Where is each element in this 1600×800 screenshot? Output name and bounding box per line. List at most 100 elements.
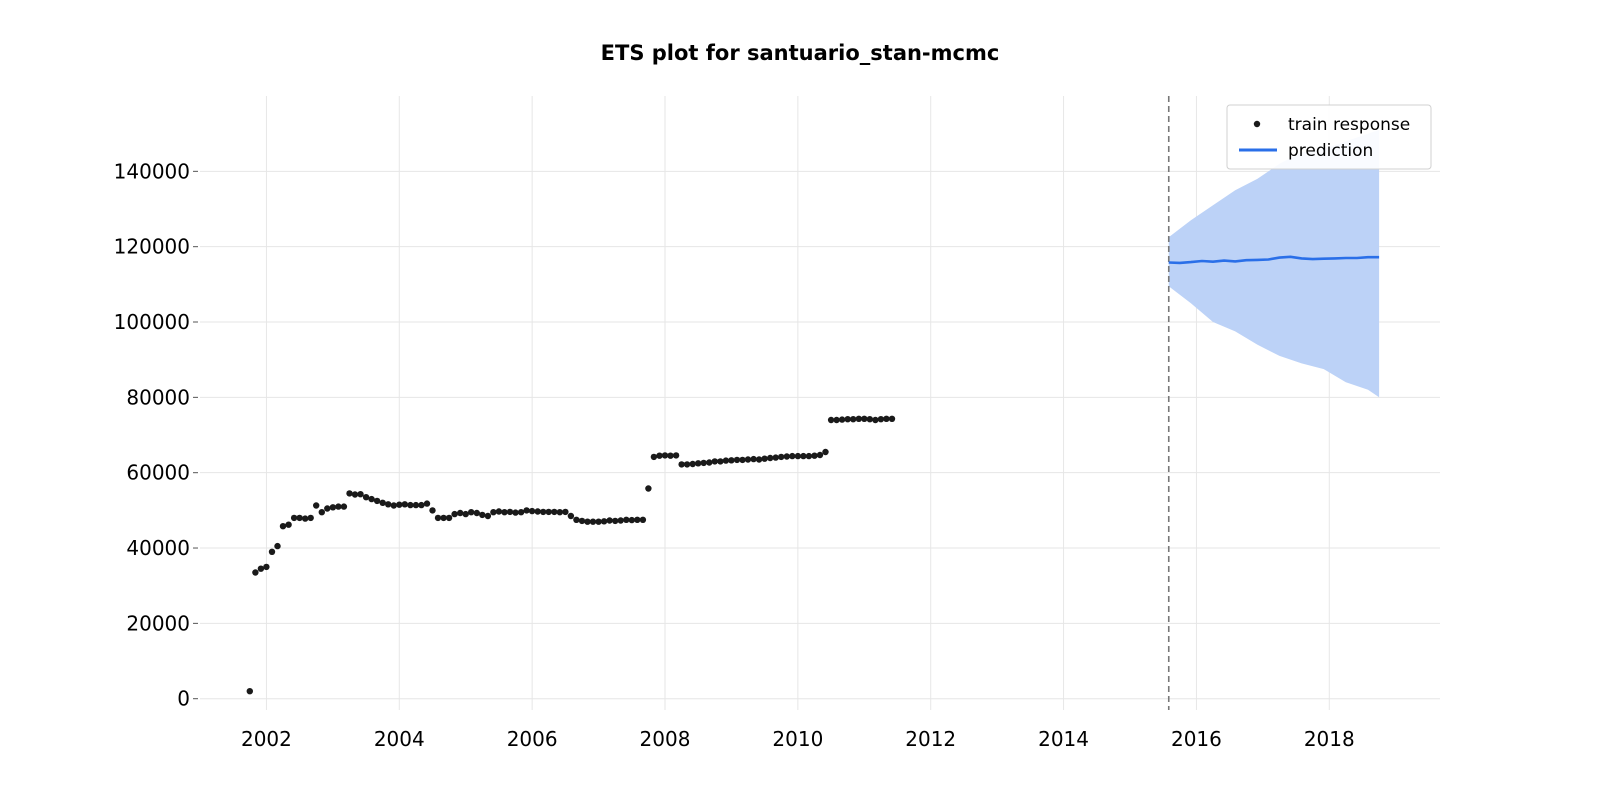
train-point xyxy=(584,518,591,525)
train-point xyxy=(279,523,287,530)
train-point xyxy=(612,517,619,525)
train-response-points xyxy=(246,415,896,695)
y-tick-label: 120000 xyxy=(114,235,190,259)
train-point xyxy=(617,517,624,524)
train-point xyxy=(407,501,414,509)
prediction-line-layer xyxy=(1168,255,1380,265)
train-point xyxy=(761,455,768,462)
train-point xyxy=(772,454,779,461)
train-point xyxy=(822,448,829,456)
train-point xyxy=(462,510,469,518)
train-point xyxy=(656,452,663,459)
train-point xyxy=(346,490,353,497)
train-point xyxy=(689,460,696,468)
train-point xyxy=(495,508,503,515)
train-point xyxy=(268,548,276,555)
train-point xyxy=(540,508,547,516)
train-point xyxy=(296,514,303,522)
train-point xyxy=(606,517,613,524)
train-point xyxy=(390,502,397,509)
train-point xyxy=(855,415,862,422)
train-point xyxy=(302,515,309,522)
train-point xyxy=(755,456,763,463)
train-point xyxy=(562,508,569,516)
train-point xyxy=(667,452,674,459)
legend: train response prediction xyxy=(1226,104,1432,170)
train-point xyxy=(711,458,718,465)
x-tick-label: 2006 xyxy=(507,727,558,751)
train-point xyxy=(362,494,370,501)
train-point xyxy=(285,521,292,528)
train-point xyxy=(800,452,807,460)
train-point xyxy=(252,569,259,576)
train-point xyxy=(600,518,608,525)
train-point xyxy=(783,453,790,460)
train-point xyxy=(434,514,442,522)
train-point xyxy=(683,461,691,468)
prediction-band-layer xyxy=(1168,129,1380,398)
train-point xyxy=(739,456,746,464)
train-point xyxy=(672,452,680,459)
y-tick-label: 140000 xyxy=(114,159,190,183)
train-point xyxy=(512,509,519,516)
train-point xyxy=(385,501,392,508)
legend-train-marker xyxy=(1253,120,1261,128)
train-point xyxy=(257,565,265,572)
train-point xyxy=(567,512,575,520)
axes: 2002 2004 2006 2008 2010 2012 2014 2016 2018 0 200… xyxy=(114,96,1355,751)
train-point xyxy=(866,416,873,423)
train-point xyxy=(794,452,802,460)
train-point xyxy=(623,516,630,523)
train-point xyxy=(324,505,331,512)
train-point xyxy=(313,502,320,509)
train-point xyxy=(473,509,480,517)
train-point xyxy=(274,542,281,550)
train-point xyxy=(750,455,757,463)
train-point xyxy=(396,501,403,508)
y-tick-label: 100000 xyxy=(114,310,190,334)
grid-lines xyxy=(200,96,1440,710)
x-tick-label: 2008 xyxy=(640,727,691,751)
train-point xyxy=(850,416,857,423)
train-point xyxy=(335,503,342,510)
train-point xyxy=(706,459,713,466)
train-point xyxy=(373,497,381,505)
train-point xyxy=(412,501,420,509)
y-tick-label: 80000 xyxy=(126,385,190,409)
train-point xyxy=(816,451,824,459)
train-point xyxy=(661,452,669,459)
y-tick-label: 60000 xyxy=(126,461,190,485)
prediction-line xyxy=(1168,255,1380,265)
x-tick-label: 2002 xyxy=(241,727,292,751)
train-point xyxy=(490,509,497,516)
train-point xyxy=(263,563,270,571)
train-point xyxy=(451,510,458,518)
train-point xyxy=(423,500,431,507)
y-tick-label: 0 xyxy=(177,687,190,711)
train-point xyxy=(805,452,813,460)
train-point xyxy=(440,514,447,522)
train-point xyxy=(844,416,851,423)
train-point xyxy=(767,454,774,462)
train-point xyxy=(728,457,735,464)
train-point xyxy=(678,461,685,468)
train-point xyxy=(528,507,536,515)
train-point xyxy=(722,457,730,464)
train-point xyxy=(506,508,514,516)
x-tick-label: 2010 xyxy=(772,727,823,751)
train-point xyxy=(351,491,359,498)
x-tick-label: 2014 xyxy=(1038,727,1089,751)
train-point xyxy=(556,509,563,516)
train-point xyxy=(883,415,890,422)
train-point xyxy=(650,453,658,461)
chart-title: ETS plot for santuario_stan-mcmc xyxy=(601,41,1000,65)
train-point xyxy=(789,452,796,460)
train-point xyxy=(545,508,552,516)
train-point xyxy=(877,416,885,423)
train-point xyxy=(695,460,702,467)
train-point xyxy=(329,504,337,511)
y-tick-label: 40000 xyxy=(126,536,190,560)
train-point xyxy=(778,453,785,461)
train-point xyxy=(429,507,436,514)
